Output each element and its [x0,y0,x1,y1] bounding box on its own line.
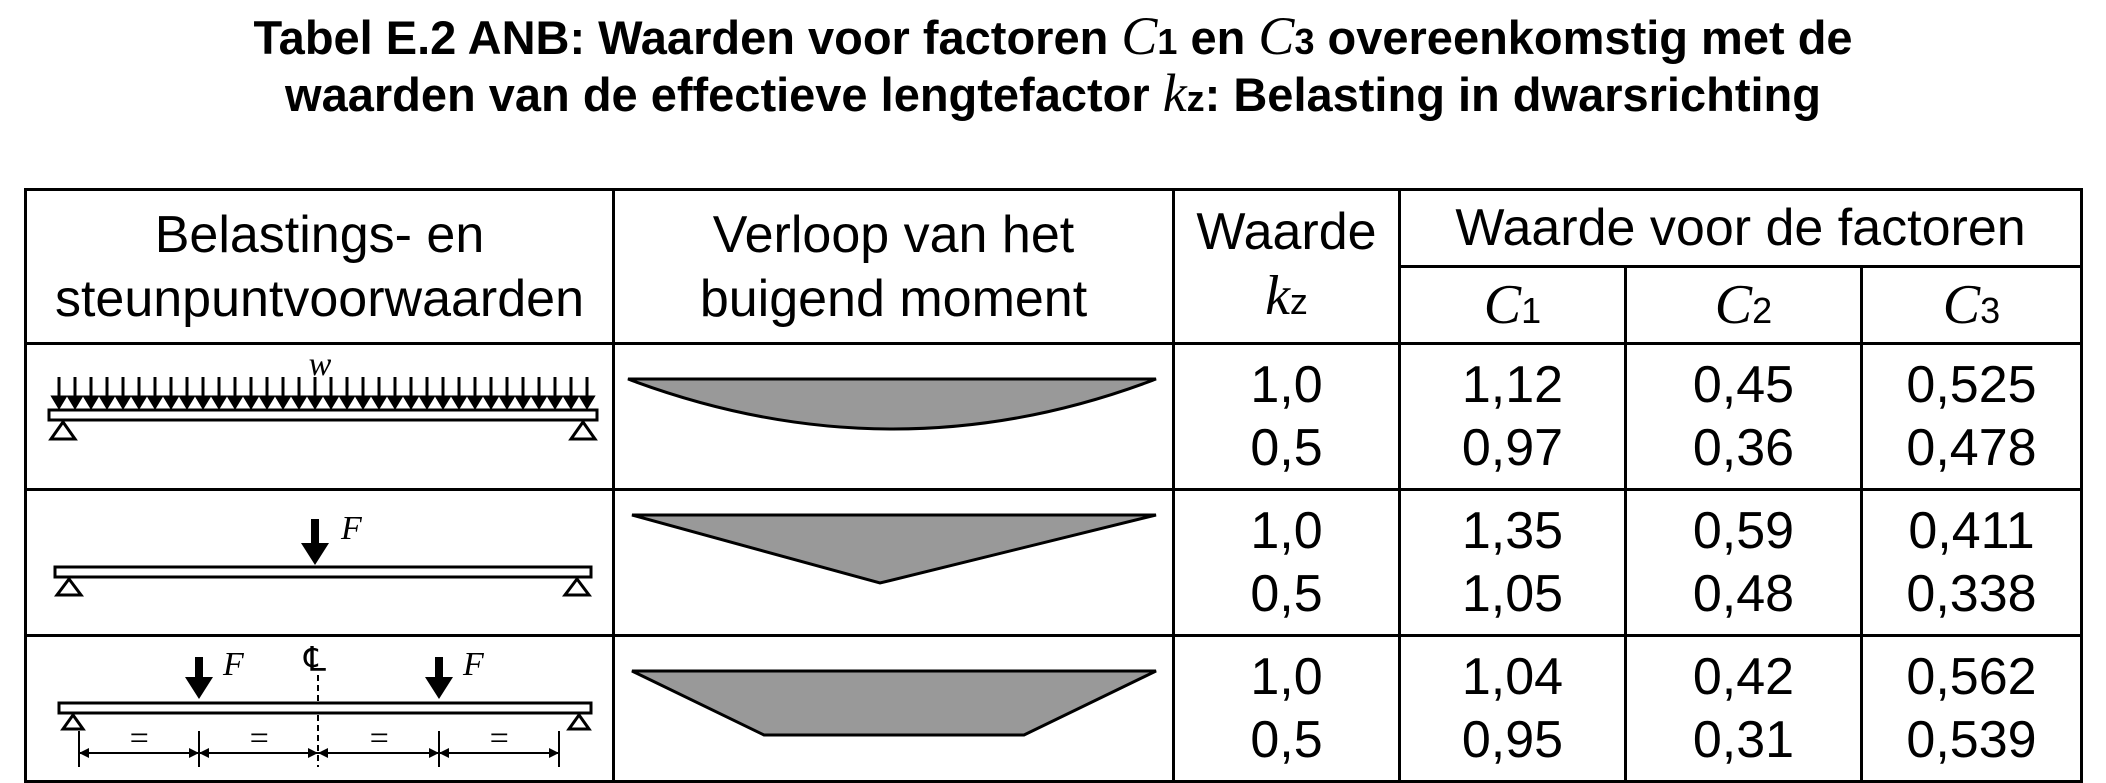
header-c2: C2 [1624,265,1863,345]
svg-text:=: = [488,720,511,757]
c3-symbol: C3 [1258,6,1315,66]
central-load-diagram: F [24,488,615,637]
svg-text:=: = [368,720,391,757]
table-row: F 1,0 0,5 1,35 1,05 0,59 0,48 0,411 0,338 [24,488,2083,637]
c1-values: 1,04 0,95 [1398,634,1627,783]
factor-table: Belastings- en steunpuntvoorwaarden Verlo… [24,188,2083,783]
header-conditions: Belastings- en steunpuntvoorwaarden [24,188,615,345]
two-loads-diagram: F F ℄ [24,634,615,783]
header-c1: C1 [1398,265,1627,345]
c3-values: 0,525 0,478 [1860,342,2083,491]
c2-values: 0,59 0,48 [1624,488,1863,637]
table-title-line-1: Tabel E.2 ANB: Waarden voor factoren C1 … [253,6,1853,66]
load-symbol-f: F [340,510,363,547]
c2-values: 0,45 0,36 [1624,342,1863,491]
parabolic-moment-shape [626,377,1157,431]
load-symbol-f-left: F [222,646,245,683]
c1-values: 1,35 1,05 [1398,488,1627,637]
header-factors: Waarde voor de factoren [1398,188,2083,268]
kz-values: 1,0 0,5 [1172,634,1401,783]
two-loads-beam-icon: F F ℄ [57,642,593,767]
kz-values: 1,0 0,5 [1172,488,1401,637]
kz-symbol: kz [1162,63,1205,123]
triangular-moment-shape [631,513,1156,585]
centerline-symbol: ℄ [303,642,326,679]
header-c3: C3 [1860,265,2083,345]
trapezoidal-moment-shape [630,669,1157,737]
c1-symbol: C1 [1121,6,1178,66]
load-symbol-f-right: F [462,646,485,683]
svg-text:=: = [248,720,271,757]
load-symbol-w: w [309,346,332,383]
c1-values: 1,12 0,97 [1398,342,1627,491]
table-row: F F ℄ [24,634,2083,783]
header-moment: Verloop van het buigend moment [612,188,1175,345]
uniform-load-beam-icon: w [47,346,599,441]
central-load-beam-icon: F [53,510,593,597]
c2-values: 0,42 0,31 [1624,634,1863,783]
kz-values: 1,0 0,5 [1172,342,1401,491]
header-kz: Waarde kz [1172,188,1401,345]
moment-diagram-triangular [612,488,1175,637]
svg-text:=: = [128,720,151,757]
moment-diagram-trapezoidal [612,634,1175,783]
c3-values: 0,562 0,539 [1860,634,2083,783]
uniform-load-diagram: w [24,342,615,491]
c3-values: 0,411 0,338 [1860,488,2083,637]
moment-diagram-parabolic [612,342,1175,491]
table-title-line-2: waarden van de effectieve lengtefactor k… [285,63,1821,123]
table-row: w 1,0 0,5 1,12 0,97 0,45 0,36 0,525 0,478 [24,342,2083,491]
